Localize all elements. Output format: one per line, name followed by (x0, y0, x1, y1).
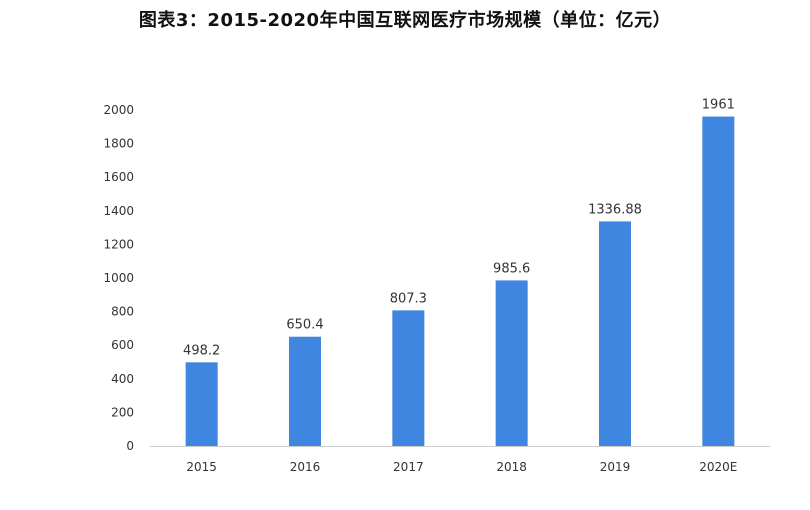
x-tick-label: 2016 (290, 460, 321, 474)
y-tick-label: 1800 (103, 137, 134, 151)
bar (599, 221, 631, 446)
y-tick-label: 0 (126, 439, 134, 453)
y-tick-label: 400 (111, 372, 134, 386)
bar (392, 310, 425, 446)
x-tick-label: 2019 (600, 460, 631, 474)
x-tick-label: 2017 (393, 460, 424, 474)
y-tick-label: 1200 (103, 237, 134, 251)
chart-title: 图表3：2015-2020年中国互联网医疗市场规模（单位：亿元） (138, 10, 672, 31)
data-label: 807.3 (390, 291, 427, 306)
bar (495, 280, 528, 446)
data-label: 985.6 (493, 261, 530, 276)
bar (289, 336, 321, 446)
bar (185, 362, 218, 446)
data-label: 1961 (702, 98, 735, 113)
y-tick-label: 800 (111, 305, 134, 319)
y-tick-label: 200 (111, 405, 134, 419)
data-label: 498.2 (183, 343, 220, 358)
x-tick-label: 2020E (699, 460, 737, 474)
y-tick-label: 1400 (103, 204, 134, 218)
x-tick-label: 2018 (496, 460, 527, 474)
data-label: 650.4 (286, 318, 323, 333)
y-tick-label: 2000 (103, 103, 134, 117)
x-tick-label: 2015 (186, 460, 217, 474)
data-label: 1336.88 (588, 202, 642, 217)
bar (702, 116, 735, 446)
y-tick-label: 600 (111, 338, 134, 352)
y-tick-label: 1600 (103, 170, 134, 184)
y-tick-label: 1000 (103, 271, 134, 285)
